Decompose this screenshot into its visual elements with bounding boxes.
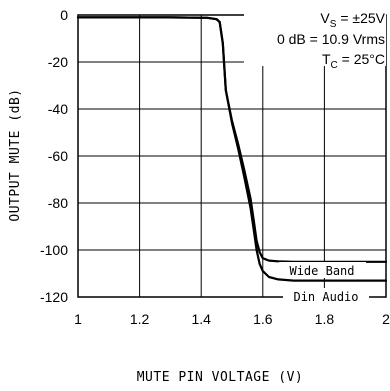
x-axis-title: MUTE PIN VOLTAGE (V) — [137, 370, 304, 385]
din-audio-label: Din Audio — [293, 290, 358, 304]
reference-level-annotation: 0 dB = 10.9 Vrms — [277, 31, 385, 47]
y-tick-label: -80 — [48, 195, 68, 211]
x-tick-label: 1 — [74, 311, 82, 327]
y-tick-label: 0 — [60, 7, 68, 23]
temperature-annotation: TC = 25°C — [322, 51, 385, 71]
series-lines — [76, 16, 388, 282]
plot-frame — [77, 14, 387, 298]
annotation-background — [244, 4, 386, 66]
y-tick-label: -40 — [48, 101, 68, 117]
x-tick-label: 2 — [382, 311, 390, 327]
y-tick-label: -60 — [48, 148, 68, 164]
wide-band-label-background — [279, 262, 366, 278]
x-tick-label: 1.2 — [130, 311, 150, 327]
y-tick-label: -120 — [40, 289, 68, 305]
y-tick-label: -20 — [48, 54, 68, 70]
y-tick-label: -100 — [40, 242, 68, 258]
x-tick-label: 1.4 — [191, 311, 211, 327]
wide-band-label: Wide Band — [289, 264, 354, 278]
y-axis-title: OUTPUT MUTE (dB) — [8, 88, 23, 221]
tick-labels: 1 1.2 1.4 1.6 1.8 2 0 -20 -40 -60 -80 -100 -120 — [40, 7, 390, 327]
din-audio-label-background — [283, 288, 369, 304]
x-tick-label: 1.6 — [253, 311, 273, 327]
din-audio-line — [76, 16, 388, 282]
supply-voltage-annotation: VS = ±25V — [320, 10, 385, 30]
x-tick-label: 1.8 — [315, 311, 335, 327]
